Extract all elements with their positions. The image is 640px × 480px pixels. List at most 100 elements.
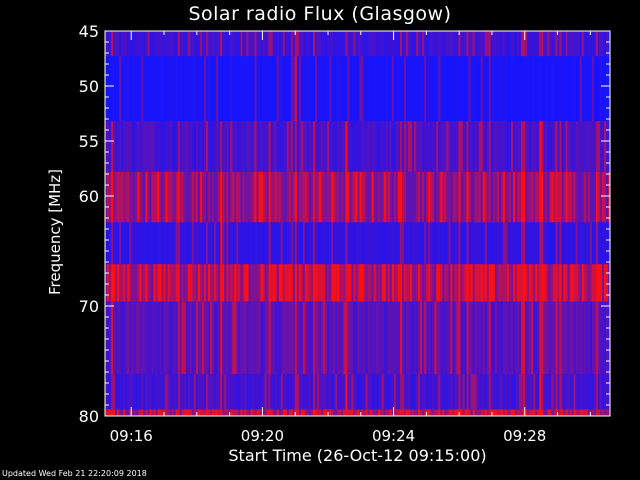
heatmap-cell <box>185 301 189 375</box>
heatmap-cell <box>238 264 241 302</box>
heatmap-cell <box>573 171 577 223</box>
heatmap-cell <box>432 301 435 375</box>
heatmap-cell <box>408 374 411 410</box>
heatmap-cell <box>181 31 185 57</box>
heatmap-cell <box>458 264 461 302</box>
heatmap-cell <box>228 222 231 265</box>
heatmap-cell <box>302 222 306 265</box>
heatmap-cell <box>183 121 187 172</box>
heatmap-cell <box>430 171 433 223</box>
heatmap-cell <box>458 56 461 122</box>
heatmap-cell <box>424 374 427 410</box>
heatmap-cell <box>583 222 587 265</box>
heatmap-cell <box>389 264 393 302</box>
heatmap-cell <box>177 56 181 122</box>
heatmap-cell <box>359 222 362 265</box>
heatmap-cell <box>153 301 156 375</box>
heatmap-cell <box>575 374 579 410</box>
heatmap-cell <box>329 56 332 122</box>
heatmap-cell <box>393 171 397 223</box>
heatmap-cell <box>579 264 583 302</box>
heatmap-cell <box>547 264 550 302</box>
heatmap-cell <box>201 222 205 265</box>
heatmap-cell <box>260 409 263 416</box>
heatmap-cell <box>506 409 510 416</box>
heatmap-cell <box>559 409 562 416</box>
heatmap-cell <box>399 409 403 416</box>
heatmap-cell <box>517 264 520 302</box>
heatmap-cell <box>533 264 536 302</box>
heatmap-cell <box>244 374 247 410</box>
heatmap-cell <box>589 222 593 265</box>
heatmap-cell <box>539 301 542 375</box>
heatmap-cell <box>535 121 538 172</box>
heatmap-cell <box>385 301 389 375</box>
heatmap-cell <box>472 264 476 302</box>
heatmap-cell <box>331 31 334 57</box>
heatmap-cell <box>375 31 379 57</box>
heatmap-cell <box>216 301 219 375</box>
heatmap-cell <box>351 264 354 302</box>
heatmap-cell <box>401 409 405 416</box>
heatmap-cell <box>197 171 201 223</box>
heatmap-cell <box>228 31 231 57</box>
heatmap-cell <box>147 121 150 172</box>
heatmap-cell <box>515 264 518 302</box>
heatmap-cell <box>201 301 205 375</box>
heatmap-cell <box>319 409 322 416</box>
heatmap-cell <box>511 31 514 57</box>
heatmap-cell <box>123 171 126 223</box>
heatmap-cell <box>436 121 439 172</box>
heatmap-cell <box>537 409 540 416</box>
heatmap-cell <box>286 409 290 416</box>
heatmap-cell <box>444 56 447 122</box>
heatmap-cell <box>442 56 445 122</box>
y-tick-label: 80 <box>79 407 99 426</box>
heatmap-cell <box>264 264 267 302</box>
heatmap-cell <box>365 56 368 122</box>
heatmap-cell <box>238 121 241 172</box>
heatmap-cell <box>490 121 494 172</box>
heatmap-cell <box>591 171 595 223</box>
heatmap-cell <box>593 409 597 416</box>
heatmap-cell <box>357 409 360 416</box>
heatmap-cell <box>113 374 116 410</box>
heatmap-cell <box>599 121 603 172</box>
heatmap-cell <box>498 121 502 172</box>
heatmap-cell <box>242 301 245 375</box>
heatmap-cell <box>151 222 154 265</box>
heatmap-cell <box>565 31 568 57</box>
heatmap-cell <box>450 301 453 375</box>
heatmap-cell <box>290 409 294 416</box>
heatmap-cell <box>381 409 385 416</box>
heatmap-cell <box>511 301 514 375</box>
heatmap-cell <box>266 301 270 375</box>
heatmap-cell <box>420 222 423 265</box>
heatmap-cell <box>371 301 375 375</box>
heatmap-cell <box>256 56 259 122</box>
heatmap-cell <box>603 222 607 265</box>
heatmap-cell <box>424 121 427 172</box>
heatmap-cell <box>466 374 469 410</box>
heatmap-cell <box>494 301 498 375</box>
heatmap-cell <box>434 31 437 57</box>
heatmap-cell <box>460 301 463 375</box>
heatmap-cell <box>282 222 286 265</box>
heatmap-cell <box>377 121 381 172</box>
heatmap-cell <box>539 121 542 172</box>
heatmap-cell <box>367 121 371 172</box>
heatmap-cell <box>405 121 409 172</box>
heatmap-cell <box>535 409 538 416</box>
heatmap-cell <box>343 374 346 410</box>
heatmap-cell <box>309 264 312 302</box>
heatmap-cell <box>307 374 310 410</box>
heatmap-cell <box>369 374 373 410</box>
heatmap-cell <box>315 222 318 265</box>
heatmap-cell <box>565 374 568 410</box>
heatmap-cell <box>595 171 599 223</box>
heatmap-cell <box>367 264 371 302</box>
heatmap-cell <box>472 31 476 57</box>
heatmap-cell <box>379 121 383 172</box>
heatmap-cell <box>430 409 433 416</box>
heatmap-cell <box>244 121 247 172</box>
